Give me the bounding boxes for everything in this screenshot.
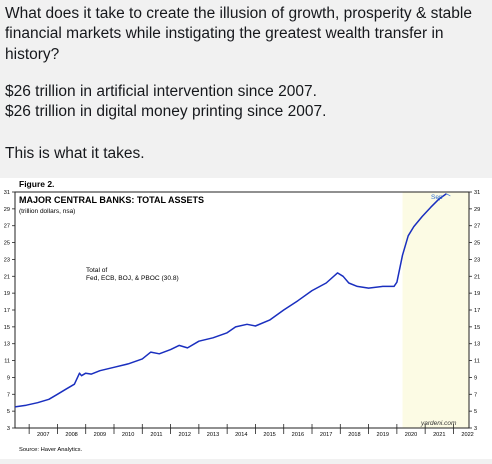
y-tick-label-right: 17 xyxy=(474,308,480,314)
y-tick-label-left: 29 xyxy=(4,207,10,213)
y-tick-label-left: 13 xyxy=(4,342,10,348)
tweet-line: $26 trillion in artificial intervention … xyxy=(5,83,317,100)
y-tick-label-right: 27 xyxy=(474,224,480,230)
y-tick-label-right: 7 xyxy=(474,392,477,398)
x-tick-label: 2019 xyxy=(376,432,388,438)
x-tick-label: 2017 xyxy=(320,432,332,438)
y-tick-label-right: 25 xyxy=(474,241,480,247)
x-tick-label: 2012 xyxy=(178,432,190,438)
y-tick-label-right: 13 xyxy=(474,342,480,348)
chart-svg: 3 3 5 5 7 7 9 9 11 11 13 13 15 15 17 17 19 19 21 21 23 23 25 25… xyxy=(0,178,492,459)
x-tick-label: 2010 xyxy=(122,432,134,438)
x-tick-label: 2007 xyxy=(37,432,49,438)
x-tick-label: 2020 xyxy=(405,432,417,438)
y-tick-label-left: 17 xyxy=(4,308,10,314)
shaded-region xyxy=(402,192,469,428)
chart-subtitle: (trillion dollars, nsa) xyxy=(19,208,75,215)
y-tick-label-left: 3 xyxy=(7,426,10,432)
x-tick-label: 2009 xyxy=(94,432,106,438)
tweet-line: financial markets while instigating the … xyxy=(5,25,444,42)
series-annotation: Total of Fed, ECB, BOJ, & PBOC (30.8) xyxy=(86,267,179,282)
y-tick-label-left: 11 xyxy=(4,359,10,365)
chart-image[interactable]: 3 3 5 5 7 7 9 9 11 11 13 13 15 15 17 17 19 19 21 21 23 23 25 25… xyxy=(0,178,492,459)
sep-pointer xyxy=(446,193,451,197)
y-tick-label-left: 21 xyxy=(4,274,10,280)
y-tick-label-right: 3 xyxy=(474,426,477,432)
y-tick-label-right: 31 xyxy=(474,190,480,196)
x-tick-label: 2013 xyxy=(207,432,219,438)
y-tick-label-left: 9 xyxy=(7,375,10,381)
x-tick-label: 2015 xyxy=(263,432,275,438)
y-tick-label-left: 23 xyxy=(4,257,10,263)
series-line xyxy=(14,193,447,408)
y-tick-label-right: 29 xyxy=(474,207,480,213)
y-tick-label-right: 19 xyxy=(474,291,480,297)
y-tick-label-left: 5 xyxy=(7,409,10,415)
tweet-line: $26 trillion in digital money printing s… xyxy=(5,103,327,120)
y-tick-label-right: 23 xyxy=(474,257,480,263)
x-tick-label: 2021 xyxy=(433,432,445,438)
x-tick-label: 2018 xyxy=(348,432,360,438)
y-tick-label-right: 11 xyxy=(474,359,480,365)
y-tick-label-left: 15 xyxy=(4,325,10,331)
tweet-line: history? xyxy=(5,46,60,63)
y-tick-label-right: 9 xyxy=(474,375,477,381)
x-tick-label: 2008 xyxy=(65,432,77,438)
source-note: Source: Haver Analytics. xyxy=(19,447,83,453)
y-tick-label-right: 15 xyxy=(474,325,480,331)
watermark: yardeni.com xyxy=(420,420,457,427)
annotation-line: Total of xyxy=(86,267,107,274)
tweet-line: What does it take to create the illusion… xyxy=(5,5,472,22)
x-tick-label: 2011 xyxy=(150,432,162,438)
x-tick-label: 2022 xyxy=(461,432,473,438)
y-tick-label-right: 21 xyxy=(474,274,480,280)
y-tick-label-left: 31 xyxy=(4,190,10,196)
y-tick-label-left: 19 xyxy=(4,291,10,297)
tweet-line: This is what it takes. xyxy=(5,145,145,162)
x-tick-label: 2014 xyxy=(235,432,247,438)
y-tick-label-left: 27 xyxy=(4,224,10,230)
y-tick-label-right: 5 xyxy=(474,409,477,415)
tweet-text: What does it take to create the illusion… xyxy=(0,0,492,178)
figure-label: Figure 2. xyxy=(19,179,54,189)
chart-title: MAJOR CENTRAL BANKS: TOTAL ASSETS xyxy=(19,195,204,205)
y-tick-label-left: 7 xyxy=(7,392,10,398)
y-tick-label-left: 25 xyxy=(4,241,10,247)
x-tick-label: 2016 xyxy=(292,432,304,438)
sep-label: Sep xyxy=(431,194,443,201)
annotation-line: Fed, ECB, BOJ, & PBOC (30.8) xyxy=(86,275,179,282)
